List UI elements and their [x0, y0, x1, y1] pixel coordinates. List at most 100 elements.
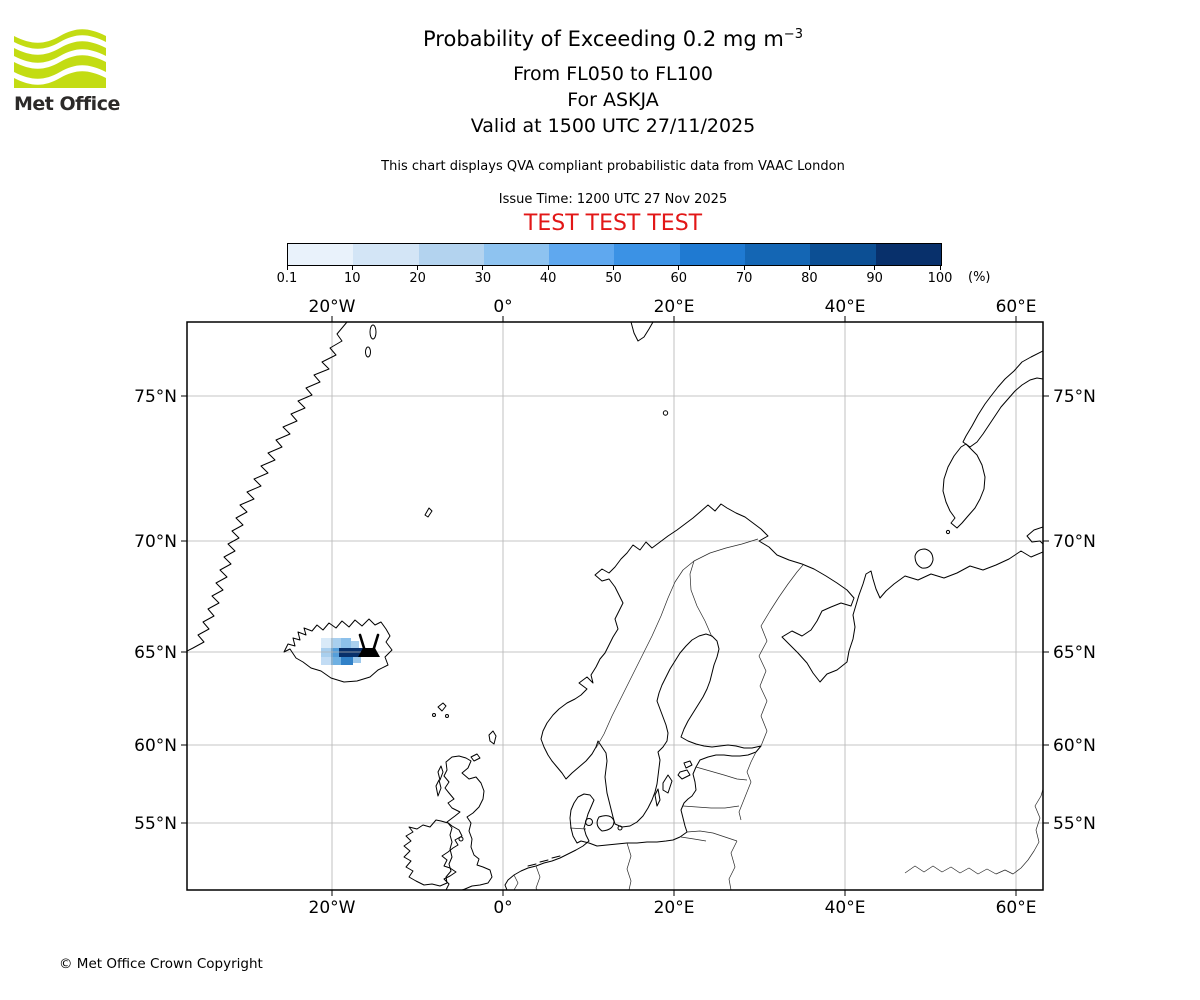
lat-label-right: 70°N	[1053, 532, 1096, 552]
colorbar-segment	[549, 244, 615, 265]
copyright-notice: © Met Office Crown Copyright	[59, 956, 263, 972]
border-finland-russia	[758, 564, 804, 747]
colorbar-segment	[745, 244, 811, 265]
lon-label-top: 0°	[493, 297, 512, 317]
coast-islet	[945, 529, 951, 535]
lon-label-bottom: 40°E	[825, 898, 866, 918]
coast-saaremaa	[677, 769, 691, 780]
border-russia-kazakhstan	[904, 788, 1043, 875]
coast-danish-island	[617, 825, 623, 831]
ash-cell	[321, 638, 331, 648]
lon-label-bottom: 0°	[493, 898, 512, 918]
coast-gotland	[662, 774, 673, 794]
chart-title-text: Probability of Exceeding 0.2 mg m	[423, 27, 784, 51]
ash-cell	[331, 638, 341, 648]
border-belgium-netherlands	[513, 874, 519, 890]
colorbar-tick	[417, 266, 419, 270]
colorbar-segment	[810, 244, 876, 265]
ash-cell	[331, 657, 341, 665]
coast-kolguyev	[914, 548, 934, 569]
colorbar-unit-label: (%)	[968, 270, 991, 285]
colorbar-segment	[353, 244, 419, 265]
border-denmark-germany	[569, 827, 587, 830]
coast-shetland	[488, 730, 497, 745]
colorbar-tick	[808, 266, 810, 270]
ash-probability-cells	[321, 638, 375, 665]
lat-label-left: 70°N	[134, 532, 177, 552]
colorbar-tick-label: 100	[927, 271, 953, 286]
volcano-subtitle: For ASKJA	[567, 89, 659, 111]
lat-label-left: 75°N	[134, 387, 177, 407]
colorbar-tick-label: 50	[605, 271, 622, 286]
colorbar-tick-label: 40	[539, 271, 557, 286]
colorbar-segment	[483, 244, 550, 265]
lat-label-right: 65°N	[1053, 643, 1096, 663]
border-estonia-latvia	[695, 766, 748, 781]
ash-cell	[351, 641, 359, 648]
coast-svalbard	[630, 322, 654, 342]
met-office-logo: Met Office	[14, 26, 134, 115]
map-frame	[186, 321, 1044, 891]
coast-wadden-islands	[527, 855, 561, 867]
colorbar-tick	[547, 266, 549, 270]
test-banner: TEST TEST TEST	[523, 211, 703, 236]
coast-faroe-islet	[432, 713, 436, 717]
colorbar-segment	[614, 244, 680, 265]
probability-colorbar	[287, 243, 942, 266]
colorbar-tick	[351, 266, 353, 270]
border-poland-germany	[626, 842, 632, 890]
colorbar-tick-label: 90	[866, 271, 883, 286]
colorbar-tick-label: 60	[670, 271, 688, 286]
lat-label-right: 60°N	[1053, 736, 1096, 756]
colorbar-segment	[288, 244, 354, 265]
lon-label-bottom: 20°W	[309, 898, 356, 918]
chart-title-exponent: −3	[783, 27, 803, 42]
coast-jan-mayen	[424, 507, 433, 518]
ash-cell	[331, 648, 341, 657]
colorbar-segment	[875, 244, 941, 265]
border-kaliningrad-lithuania	[680, 836, 707, 842]
border-latvia-russia	[738, 791, 748, 821]
ash-cell	[321, 657, 331, 665]
coast-greenland-island	[365, 346, 371, 358]
colorbar-tick-label: 80	[801, 271, 818, 286]
met-office-logo-text: Met Office	[14, 93, 120, 115]
ash-cell	[339, 648, 375, 657]
valid-time-subtitle: Valid at 1500 UTC 27/11/2025	[470, 115, 756, 137]
border-belarus-poland	[728, 840, 738, 890]
lon-label-top: 60°E	[996, 297, 1037, 317]
ash-cell	[341, 638, 351, 648]
border-norway-sweden	[595, 560, 695, 749]
border-finland-norway	[693, 538, 759, 562]
coast-vaygach	[1026, 526, 1043, 545]
colorbar-tick	[678, 266, 680, 270]
coast-iceland	[283, 618, 393, 683]
colorbar-tick-label: 0.1	[276, 271, 298, 286]
coast-faroe-islet	[445, 714, 449, 718]
coast-zealand	[596, 815, 615, 832]
colorbar-tick	[874, 266, 876, 270]
colorbar-segment	[418, 244, 484, 265]
coast-faroe	[437, 702, 447, 712]
country-borders	[513, 538, 1043, 890]
lat-label-left: 65°N	[134, 643, 177, 663]
coast-hebrides	[435, 779, 442, 797]
ash-cell	[341, 657, 353, 665]
volcano-symbol	[358, 633, 380, 657]
met-office-waves-icon	[14, 26, 106, 88]
coast-funen	[585, 818, 593, 826]
coast-mainland-europe	[504, 503, 1043, 890]
coast-greenland	[187, 322, 348, 652]
border-estonia-russia	[746, 751, 757, 793]
colorbar-tick-label: 20	[409, 271, 426, 286]
lon-label-top: 20°W	[309, 297, 356, 317]
border-latvia-lithuania	[682, 805, 740, 809]
border-netherlands-germany	[535, 865, 541, 890]
colorbar-tick-label: 10	[344, 271, 361, 286]
coast-hiiumaa	[683, 760, 693, 769]
coast-isle-of-man	[458, 836, 464, 842]
coast-ireland	[403, 819, 453, 887]
colorbar-tick-label: 30	[474, 271, 492, 286]
coastlines	[187, 322, 1043, 890]
